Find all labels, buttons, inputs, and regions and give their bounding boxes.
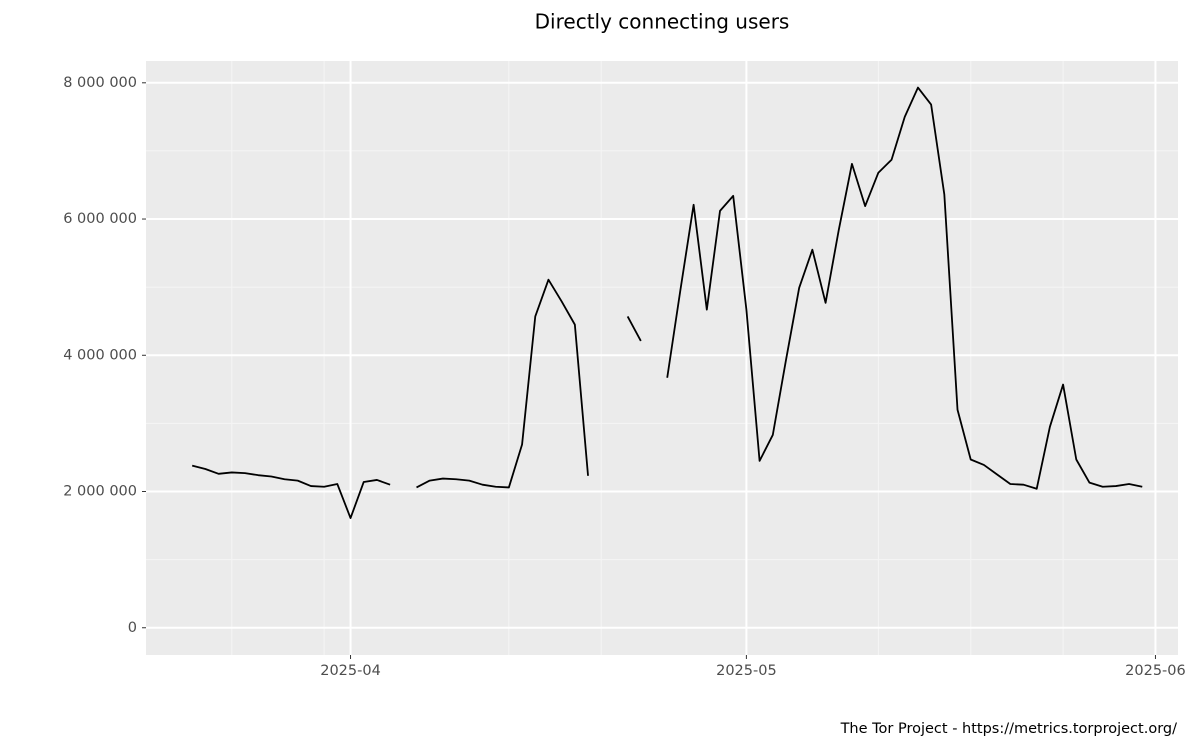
- caption: The Tor Project - https://metrics.torpro…: [840, 721, 1178, 737]
- y-tick-label: 8 000 000: [63, 75, 137, 91]
- x-tick-label: 2025-06: [1125, 663, 1186, 679]
- y-tick-label: 4 000 000: [63, 347, 137, 363]
- x-tick-label: 2025-04: [320, 663, 381, 679]
- plot-panel: [146, 61, 1178, 655]
- y-tick-label: 2 000 000: [63, 484, 137, 500]
- y-tick-label: 0: [128, 620, 137, 636]
- x-tick-label: 2025-05: [716, 663, 777, 679]
- data-line: [191, 86, 1143, 519]
- y-tick-label: 6 000 000: [63, 211, 137, 227]
- chart-title: Directly connecting users: [535, 10, 790, 34]
